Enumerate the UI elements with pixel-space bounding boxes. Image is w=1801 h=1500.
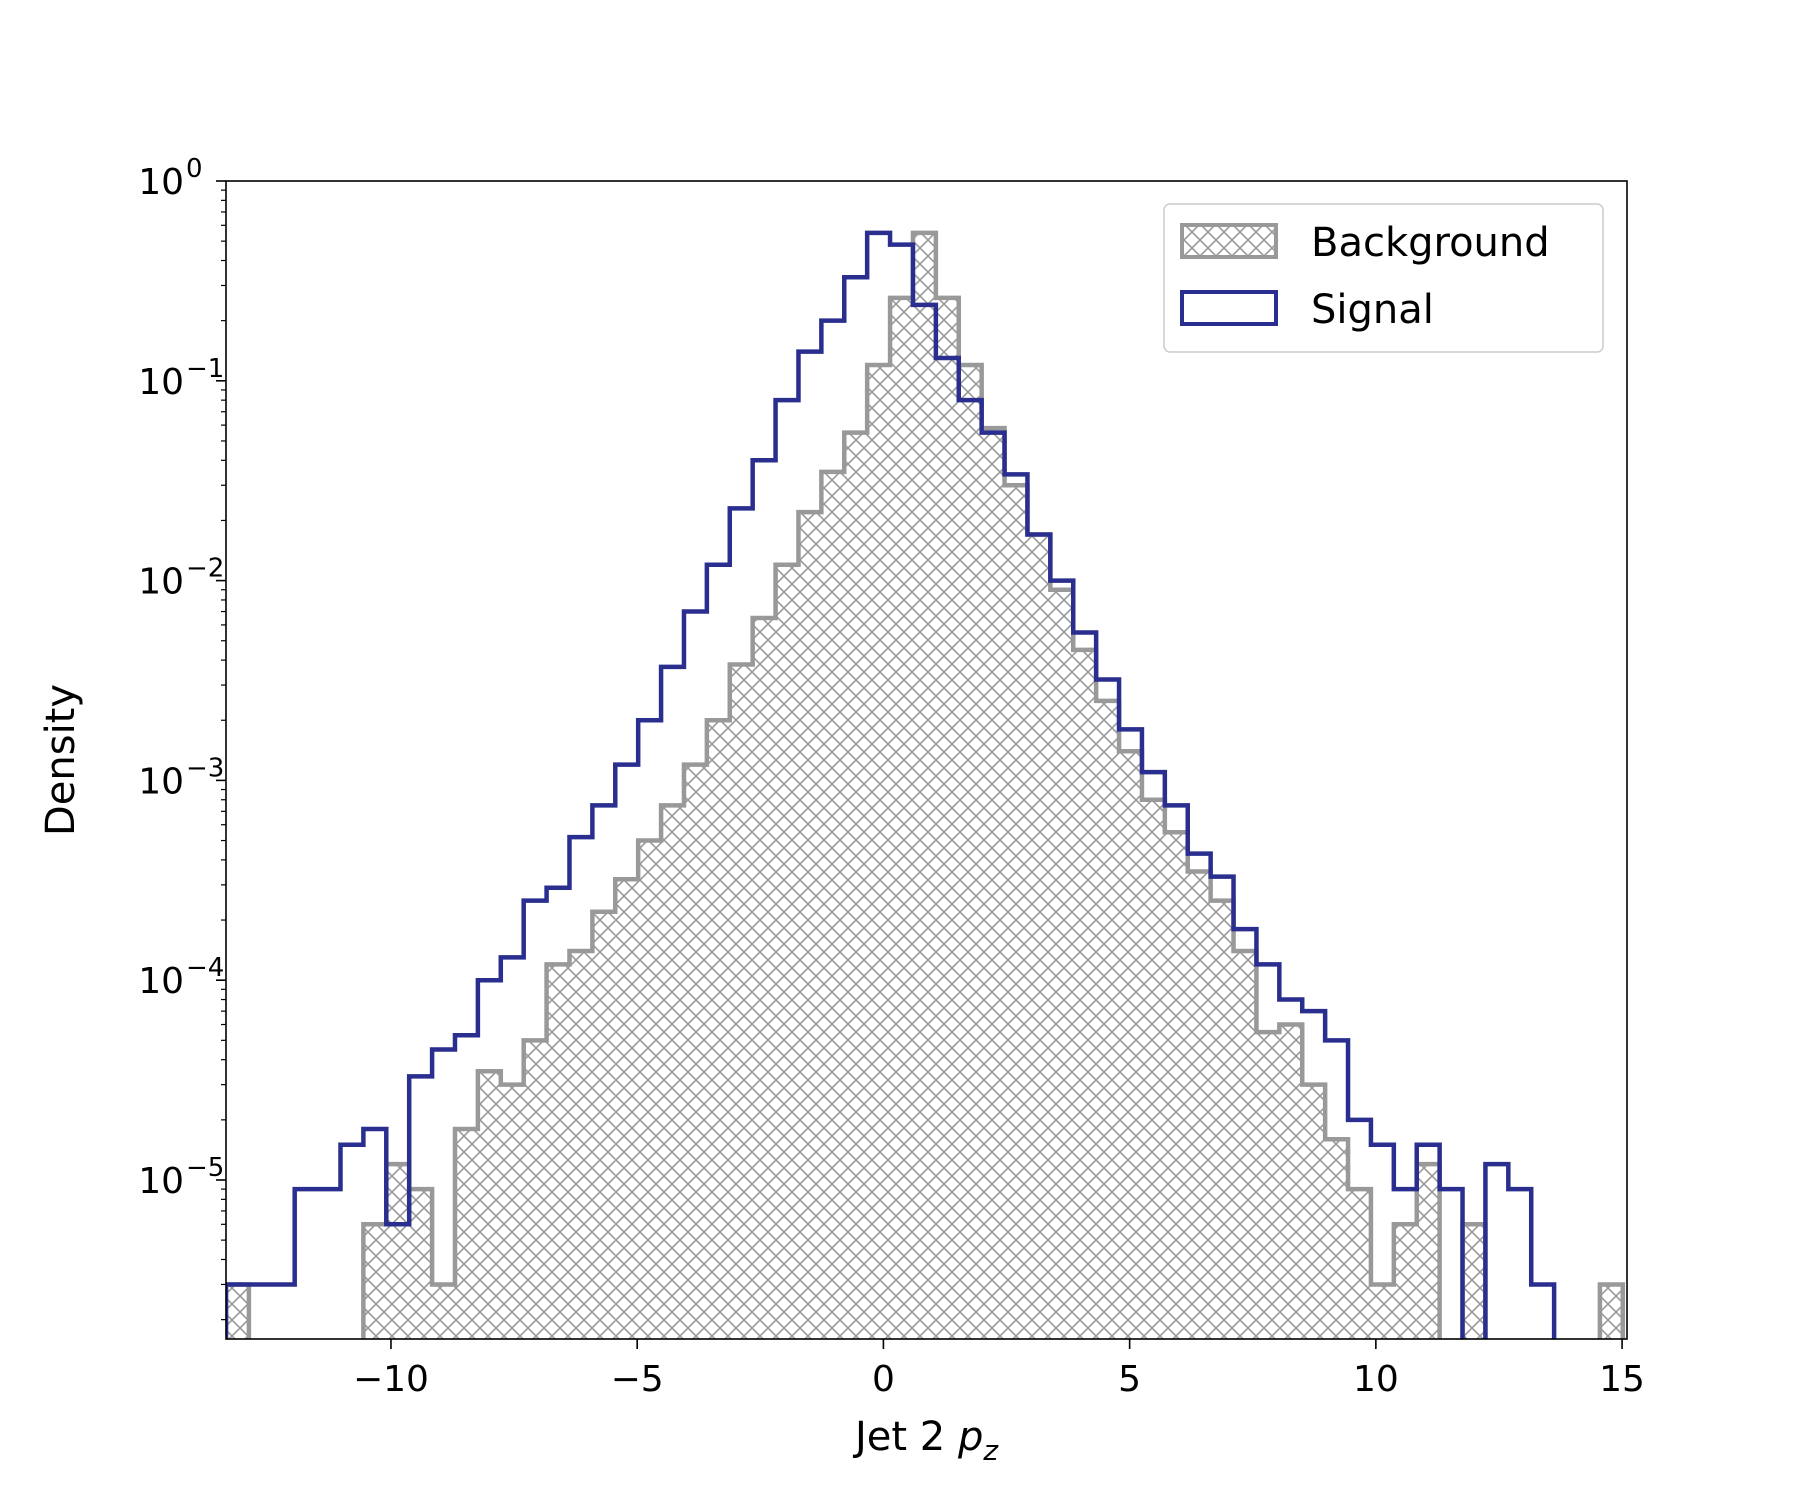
- background-bar-6: [363, 1224, 387, 1339]
- background-bar-42: [1187, 871, 1211, 1339]
- background-bar-45: [1256, 1032, 1280, 1339]
- y-tick-label: 10: [138, 761, 184, 802]
- background-bar-60: [1599, 1284, 1623, 1339]
- background-bar-52: [1416, 1164, 1440, 1339]
- background-bar-0: [226, 1284, 249, 1339]
- background-bar-35: [1027, 534, 1051, 1339]
- legend-signal-label: Signal: [1311, 287, 1434, 333]
- background-bar-44: [1233, 950, 1257, 1339]
- background-bar-39: [1119, 751, 1142, 1339]
- background-bar-25: [798, 512, 822, 1339]
- background-bar-28: [867, 364, 891, 1339]
- legend: Background Signal: [1163, 203, 1604, 353]
- legend-signal-swatch: [1180, 290, 1278, 326]
- background-bar-8: [409, 1189, 433, 1339]
- background-bar-14: [546, 964, 570, 1339]
- x-tick-label: 15: [1599, 1359, 1645, 1400]
- y-tick-label: 10: [138, 162, 184, 203]
- background-bar-7: [386, 1164, 410, 1339]
- background-bar-29: [890, 297, 913, 1339]
- y-tick-exponent: −5: [186, 1153, 224, 1183]
- background-step-line: [226, 230, 1626, 1339]
- background-bar-19: [661, 805, 684, 1339]
- background-bar-23: [752, 617, 776, 1339]
- x-tick-label: −5: [611, 1359, 664, 1400]
- background-bar-30: [912, 232, 936, 1339]
- background-bar-41: [1164, 832, 1188, 1339]
- x-tick-label: 10: [1353, 1359, 1399, 1400]
- plot-area-frame: [225, 180, 1628, 1340]
- background-bar-26: [821, 471, 845, 1339]
- background-bar-11: [477, 1071, 501, 1339]
- y-tick-label: 10: [138, 961, 184, 1002]
- background-bar-16: [592, 911, 616, 1339]
- y-tick-exponent: −3: [186, 753, 224, 783]
- signal-step-line: [226, 230, 1557, 1339]
- y-tick-exponent: −2: [186, 554, 224, 584]
- background-bar-51: [1393, 1224, 1417, 1339]
- legend-background-label: Background: [1311, 220, 1550, 266]
- background-bar-50: [1370, 1284, 1394, 1339]
- background-bar-17: [615, 879, 639, 1339]
- y-axis-label: Density: [38, 684, 84, 836]
- y-tick-exponent: −4: [186, 953, 224, 983]
- x-tick-label: −10: [353, 1359, 429, 1400]
- background-bar-37: [1073, 649, 1097, 1339]
- background-bar-33: [981, 428, 1005, 1339]
- x-tick-label: 0: [872, 1359, 895, 1400]
- background-bar-47: [1302, 1084, 1326, 1339]
- x-axis-label: Jet 2 pz: [852, 1414, 999, 1467]
- background-bar-49: [1348, 1189, 1371, 1339]
- background-bar-22: [729, 664, 753, 1339]
- background-bar-9: [432, 1284, 455, 1339]
- background-bar-34: [1004, 485, 1028, 1339]
- background-bar-40: [1141, 799, 1165, 1339]
- background-bar-36: [1050, 589, 1074, 1339]
- x-tick-label: 5: [1118, 1359, 1141, 1400]
- x-axis: −10 −5 0 5 10 15: [353, 1339, 1645, 1400]
- background-bar-48: [1325, 1139, 1349, 1339]
- background-bar-46: [1279, 1024, 1303, 1339]
- background-bar-13: [523, 1040, 547, 1339]
- background-bar-27: [844, 432, 868, 1339]
- background-bar-54: [1462, 1224, 1486, 1339]
- background-bar-38: [1096, 700, 1120, 1339]
- background-bar-24: [775, 564, 799, 1339]
- background-bar-15: [569, 950, 593, 1339]
- y-tick-exponent: −1: [186, 354, 224, 384]
- y-tick-label: 10: [138, 562, 184, 603]
- y-tick-label: 10: [138, 1161, 184, 1202]
- legend-background-swatch: [1180, 223, 1278, 259]
- y-tick-label: 10: [138, 362, 184, 403]
- background-bar-10: [454, 1128, 478, 1339]
- background-bar-20: [683, 764, 707, 1339]
- background-bar-31: [935, 297, 959, 1339]
- y-tick-exponent: 0: [186, 154, 203, 184]
- background-bar-43: [1210, 900, 1234, 1339]
- background-bar-18: [638, 840, 662, 1339]
- background-bar-12: [500, 1084, 524, 1339]
- background-bar-32: [958, 364, 982, 1339]
- background-bar-21: [706, 720, 730, 1339]
